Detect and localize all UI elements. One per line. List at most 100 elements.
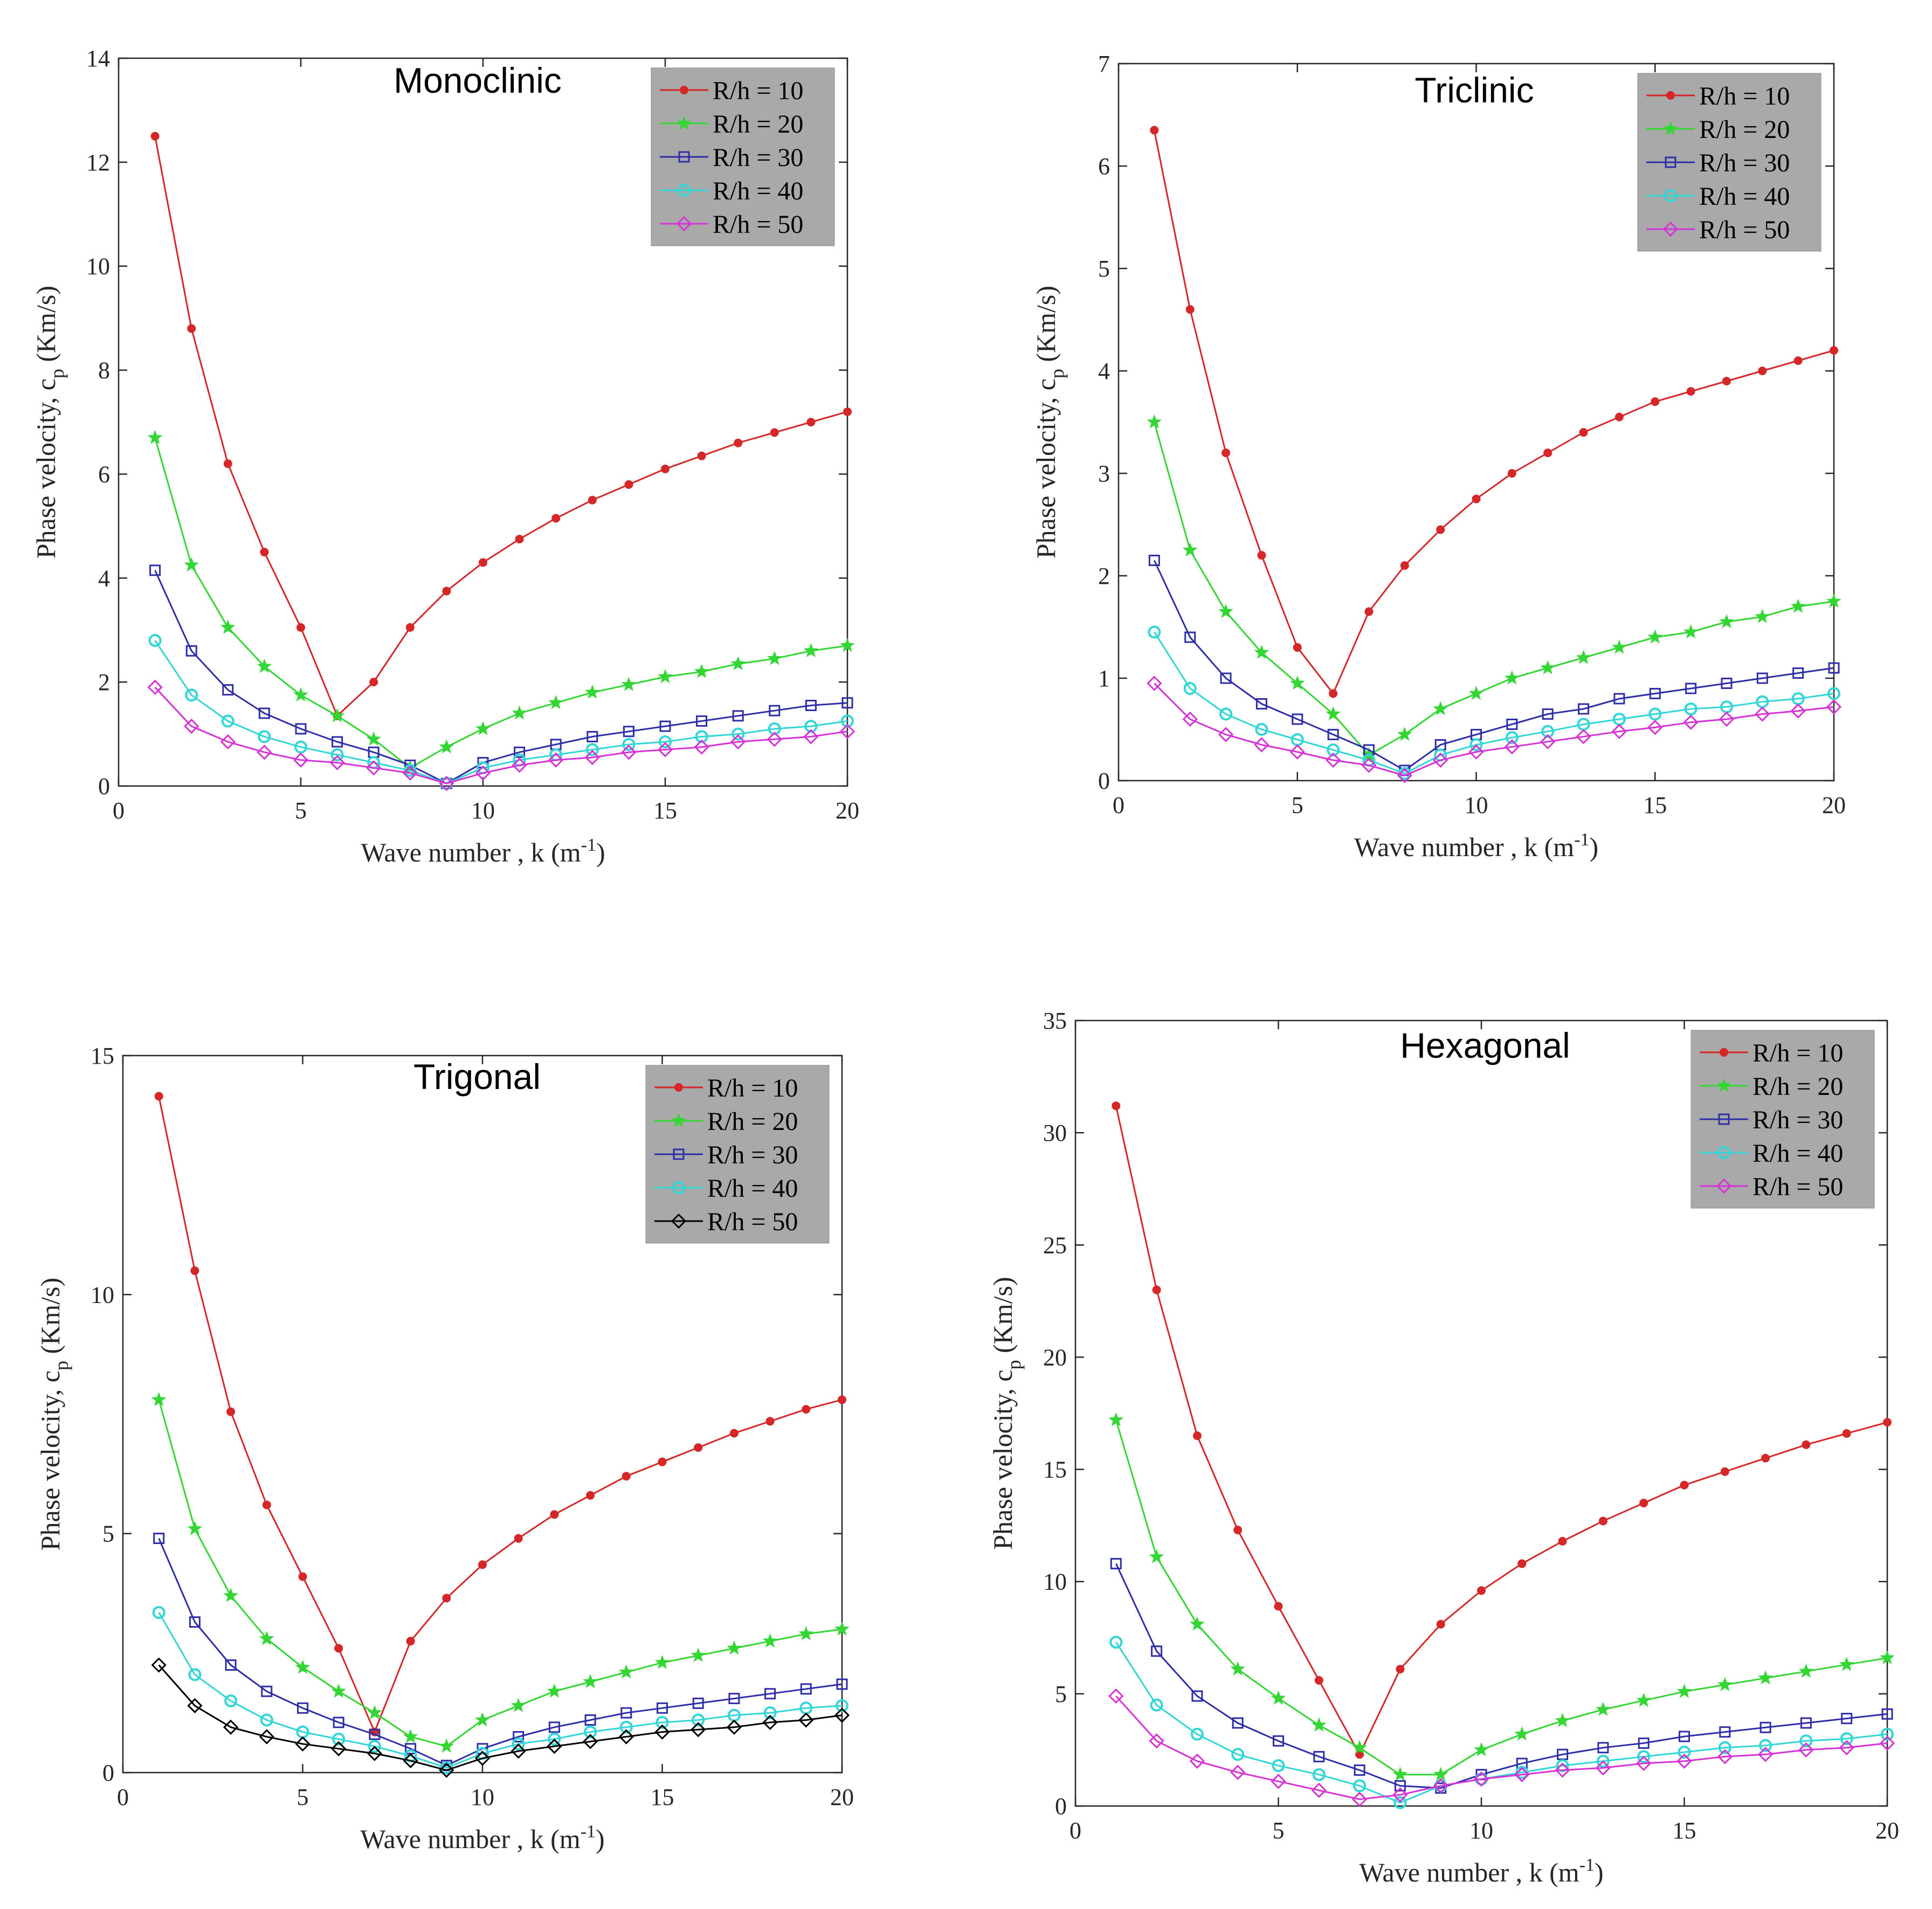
data-point — [221, 714, 234, 728]
series-rh-20 — [147, 430, 855, 774]
data-point — [588, 495, 597, 505]
data-point — [1685, 683, 1697, 694]
legend: R/h = 10 R/h = 20 R/h = 30 R/h = 40 R/h = 50 — [651, 67, 835, 246]
legend-item: R/h = 40 — [1700, 1139, 1843, 1168]
data-point — [1826, 594, 1841, 608]
data-point — [547, 1739, 562, 1754]
legend-item: R/h = 30 — [660, 143, 803, 172]
data-point — [220, 619, 236, 634]
data-point — [187, 1521, 203, 1535]
data-point — [1514, 1726, 1530, 1741]
data-point — [1719, 614, 1734, 629]
y-tick-label: 15 — [1043, 1457, 1067, 1483]
data-point — [1327, 743, 1340, 756]
legend-label: R/h = 40 — [1699, 182, 1790, 211]
data-point — [659, 735, 672, 749]
data-point — [260, 548, 269, 557]
chart-title: Hexagonal — [1400, 1025, 1570, 1065]
data-point — [1354, 1764, 1365, 1776]
data-point — [296, 623, 305, 632]
y-tick-label: 7 — [1098, 51, 1110, 77]
legend-marker — [1665, 156, 1676, 168]
data-point — [1233, 1525, 1243, 1534]
legend-marker — [671, 1213, 687, 1229]
data-point — [405, 623, 415, 632]
data-point — [298, 1572, 307, 1581]
x-axis-label-end: ) — [1590, 832, 1599, 862]
y-tick-label: 12 — [86, 149, 110, 176]
legend-label: R/h = 20 — [1699, 115, 1790, 144]
data-point — [1540, 734, 1556, 749]
data-point — [658, 669, 673, 684]
data-point — [152, 1605, 165, 1619]
y-tick-label: 0 — [98, 773, 110, 800]
data-point — [694, 664, 709, 678]
x-tick-label: 10 — [471, 797, 495, 824]
data-point — [1881, 1727, 1894, 1741]
x-axis-label-text: Wave number , k (m — [360, 1824, 580, 1854]
legend-item: R/h = 10 — [654, 1074, 798, 1102]
data-point — [654, 1655, 670, 1669]
data-point — [1576, 650, 1591, 664]
series-rh-20 — [1108, 1412, 1895, 1781]
data-point — [1352, 1740, 1367, 1754]
y-axis-label-end: (Km/s) — [1031, 286, 1061, 369]
y-tick-label: 2 — [1098, 563, 1110, 589]
chart-title: Trigonal — [413, 1057, 541, 1097]
series-line — [1115, 1419, 1888, 1776]
legend-item: R/h = 50 — [1700, 1173, 1843, 1201]
legend-marker — [678, 184, 691, 197]
data-point — [1578, 703, 1590, 715]
y-axis-label-end: (Km/s) — [35, 1278, 65, 1361]
data-point — [329, 708, 345, 722]
series-line — [1115, 1105, 1888, 1756]
chart-triclinic: Triclinic 0 5 10 15 20 0 1 2 3 4 5 6 7 Wave number , … — [1031, 51, 1846, 862]
data-point — [1189, 1753, 1205, 1769]
data-point — [1647, 629, 1662, 644]
data-point — [1148, 555, 1160, 566]
data-point — [1598, 1517, 1607, 1526]
y-axis-label-subscript: p — [1046, 369, 1068, 378]
data-point — [730, 734, 746, 750]
y-axis-label-end: (Km/s) — [988, 1277, 1018, 1360]
data-point — [1327, 729, 1339, 740]
data-point — [478, 1560, 487, 1569]
data-point — [840, 638, 855, 652]
data-point — [1108, 1688, 1124, 1704]
data-point — [768, 722, 781, 735]
data-point — [621, 677, 637, 691]
x-tick-label: 10 — [1469, 1817, 1493, 1844]
data-point — [1637, 1750, 1651, 1763]
data-point — [619, 1720, 633, 1734]
data-point — [475, 721, 491, 735]
data-point — [798, 1626, 814, 1641]
series-line — [158, 1399, 843, 1747]
data-point — [515, 534, 524, 543]
x-tick-label: 0 — [1070, 1817, 1081, 1844]
data-point — [1676, 1753, 1692, 1769]
legend-item: R/h = 30 — [1700, 1106, 1843, 1134]
data-point — [1218, 727, 1234, 742]
data-point — [1798, 1742, 1814, 1758]
data-point — [1400, 561, 1409, 570]
data-point — [586, 730, 598, 742]
data-point — [691, 1648, 706, 1662]
data-point — [726, 1719, 742, 1735]
data-point — [223, 1719, 239, 1735]
data-point — [623, 726, 634, 738]
series-rh-40 — [152, 1605, 848, 1775]
x-tick-label: 10 — [1465, 792, 1488, 818]
data-point — [510, 1698, 526, 1712]
data-point — [1271, 1690, 1286, 1705]
legend-marker — [1666, 91, 1675, 100]
data-point — [1722, 377, 1731, 385]
series-rh-50 — [151, 1657, 850, 1778]
data-point — [769, 705, 781, 716]
data-point — [223, 1588, 238, 1602]
data-point — [1827, 687, 1840, 700]
x-axis-label-end: ) — [596, 837, 605, 867]
data-point — [257, 658, 272, 673]
data-point — [1611, 723, 1627, 739]
legend-label: R/h = 50 — [1752, 1173, 1843, 1201]
y-axis-label: Phase velocity, cp (Km/s) — [35, 1278, 72, 1550]
